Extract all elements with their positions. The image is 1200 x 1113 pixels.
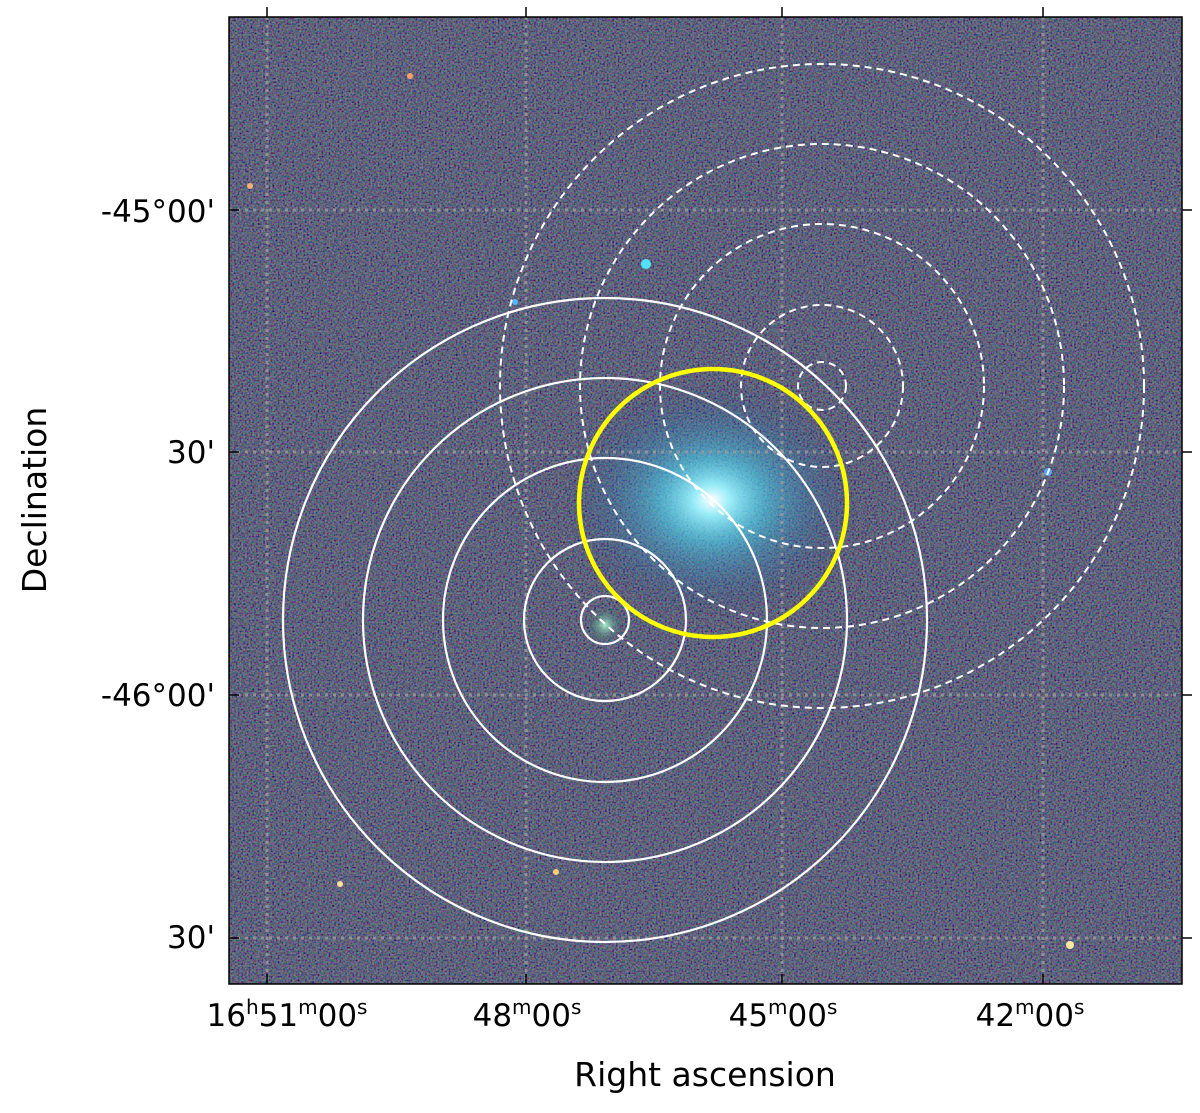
dashed-region-circle	[797, 361, 847, 411]
y-tick-label: 30'	[167, 435, 215, 471]
diffuse-source-glow	[562, 380, 862, 620]
point-source-star	[247, 183, 253, 189]
dashed-region-circle	[579, 143, 1065, 629]
point-source-star	[641, 259, 651, 269]
solid-region-circle	[281, 296, 929, 944]
dashed-region-circle	[659, 223, 985, 549]
point-source-star	[1066, 941, 1074, 949]
x-tick-label: 48m00s	[473, 995, 582, 1034]
solid-region-circle	[441, 456, 769, 784]
solid-region-circle	[579, 594, 631, 646]
coordinate-grid	[229, 17, 1182, 984]
solid-region-circle	[361, 376, 849, 864]
y-tick-label: -45°00'	[101, 194, 215, 230]
y-tick-label: -46°00'	[101, 678, 215, 714]
dashed-region-circle	[499, 63, 1145, 709]
sky-image	[229, 17, 1182, 984]
x-tick-label: 42m00s	[976, 995, 1085, 1034]
point-source-star	[337, 881, 343, 887]
point-source-star	[512, 299, 518, 305]
y-tick-label: 30'	[167, 920, 215, 956]
x-axis-label: Right ascension	[574, 1055, 836, 1094]
point-source-star	[407, 73, 413, 79]
x-tick-label: 16h51m00s	[207, 995, 368, 1034]
axis-ticks	[229, 7, 1192, 984]
x-tick-label: 45m00s	[729, 995, 838, 1034]
point-source-star	[553, 869, 559, 875]
region-circles	[281, 63, 1145, 944]
plot-frame	[228, 16, 1183, 985]
highlight-region-circle	[576, 366, 850, 640]
solid-region-circle	[522, 537, 688, 703]
dashed-region-circle	[740, 304, 904, 468]
y-axis-label: Declination	[15, 407, 54, 594]
point-source-glow	[587, 607, 623, 643]
